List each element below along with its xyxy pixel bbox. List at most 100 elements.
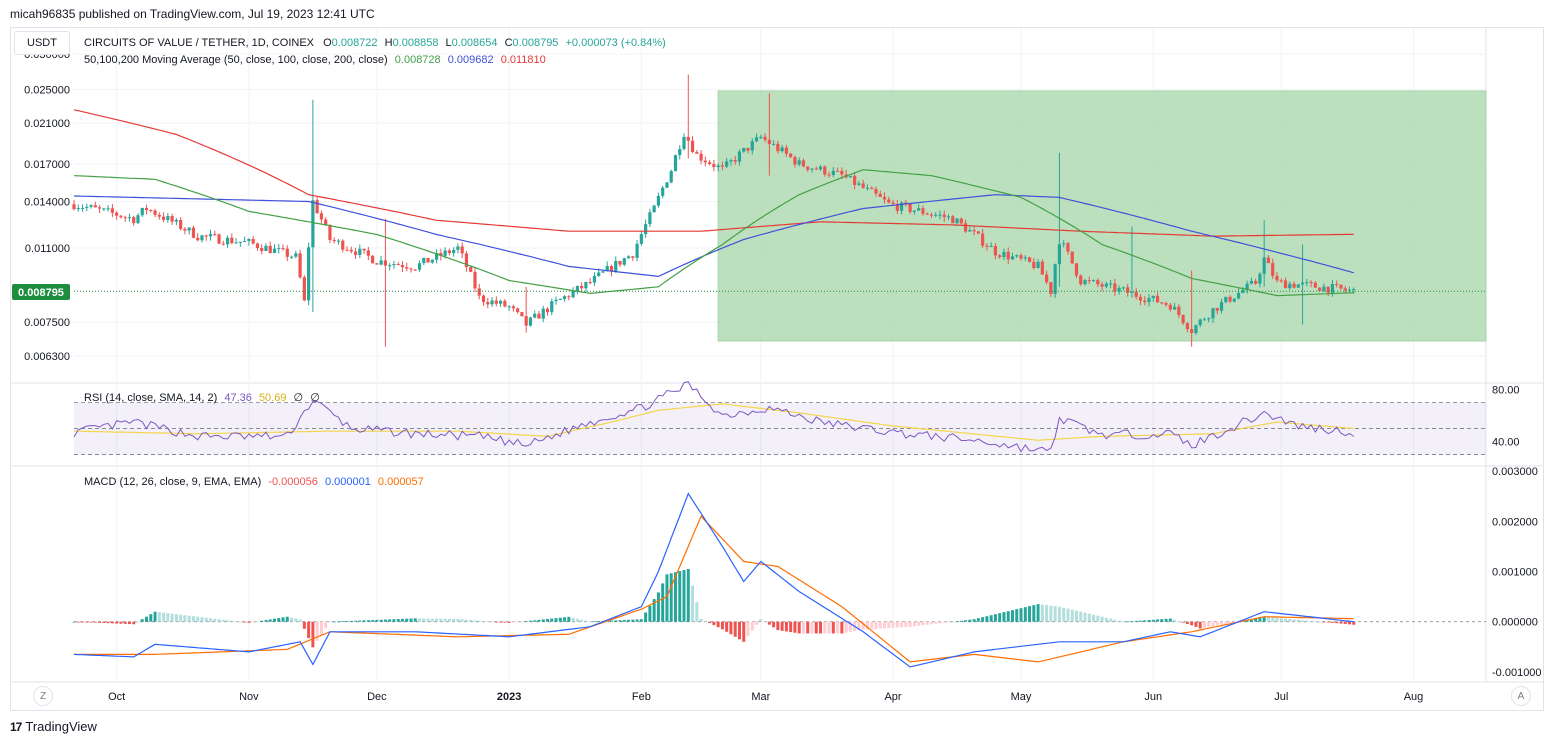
candle-body <box>703 160 707 163</box>
macd-histogram-bar <box>780 621 784 631</box>
macd-histogram-bar <box>452 618 456 622</box>
macd-histogram-bar <box>661 583 665 622</box>
candle-body <box>443 250 447 256</box>
macd-histogram-bar <box>729 621 733 635</box>
macd-histogram-bar <box>865 621 869 630</box>
candle-body <box>759 136 763 138</box>
candle-body <box>161 216 166 220</box>
macd-histogram-bar <box>1330 621 1334 623</box>
candle-body <box>1100 284 1104 287</box>
x-tick-label: Oct <box>108 691 125 703</box>
macd-histogram-bar <box>755 621 759 625</box>
macd-histogram-bar <box>814 621 818 634</box>
candle-body <box>221 243 225 245</box>
candle-body <box>1113 283 1117 292</box>
macd-histogram-bar <box>85 621 89 623</box>
macd-histogram-bar <box>631 619 635 622</box>
candle-body <box>268 245 272 253</box>
macd-histogram-bar <box>1087 613 1091 622</box>
tradingview-brand[interactable]: 17 TradingView <box>10 719 97 734</box>
candle-body <box>1262 257 1266 274</box>
candle-body <box>85 206 89 208</box>
x-tick-label: May <box>1011 691 1032 703</box>
macd-histogram-bar <box>703 620 707 622</box>
macd-histogram-bar <box>819 621 823 634</box>
candle-body <box>1283 280 1288 289</box>
macd-histogram-bar <box>652 599 656 622</box>
candle-body <box>353 251 358 255</box>
candle-body <box>255 243 260 249</box>
candle-body <box>959 218 963 224</box>
x-tick-label: Jul <box>1274 691 1288 703</box>
candle-body <box>848 175 852 178</box>
macd-histogram-bar <box>149 614 153 622</box>
candle-body <box>865 187 870 189</box>
macd-histogram-bar <box>1070 609 1074 622</box>
candle-body <box>814 168 818 170</box>
macd-histogram-bar <box>708 621 712 624</box>
candle-body <box>285 248 289 257</box>
macd-histogram-bar <box>733 621 737 637</box>
macd-histogram-bar <box>1352 621 1356 625</box>
macd-histogram-bar <box>665 574 669 622</box>
macd-histogram-bar <box>592 621 596 623</box>
candle-body <box>72 204 76 210</box>
candle-body <box>754 137 759 142</box>
x-tick-label: Aug <box>1404 691 1424 703</box>
auto-scale-button[interactable]: A <box>1511 686 1531 706</box>
macd-histogram-bar <box>157 612 161 622</box>
candle-body <box>1126 287 1130 293</box>
macd-histogram-bar <box>1156 619 1160 622</box>
candle-body <box>1296 284 1300 288</box>
macd-histogram-bar <box>972 619 976 622</box>
candle-body <box>793 157 797 165</box>
candle-body <box>89 205 93 207</box>
candle-body <box>456 246 460 250</box>
candle-body <box>669 171 673 183</box>
candle-body <box>486 302 490 305</box>
macd-histogram-bar <box>93 621 97 623</box>
candle-body <box>1164 303 1168 305</box>
candle-body <box>315 200 319 214</box>
candle-body <box>1241 290 1245 293</box>
macd-histogram-bar <box>964 620 968 622</box>
macd-histogram-bar <box>861 621 865 630</box>
candle-body <box>183 228 187 231</box>
macd-histogram-bar <box>1296 619 1300 622</box>
macd-histogram-bar <box>221 619 225 622</box>
macd-histogram-bar <box>558 617 562 622</box>
candle-body <box>1339 284 1343 289</box>
candle-body <box>622 258 626 265</box>
candle-body <box>1096 280 1100 285</box>
macd-histogram-bar <box>644 612 648 622</box>
candle-body <box>132 217 136 224</box>
candle-body <box>942 214 946 218</box>
macd-histogram-bar <box>460 619 464 622</box>
macd-histogram-bar <box>341 621 345 623</box>
currency-unit-button[interactable]: USDT <box>14 31 70 55</box>
candle-body <box>921 208 925 214</box>
candle-body <box>430 259 434 263</box>
macd-histogram-bar <box>1100 616 1104 622</box>
macd-line <box>73 492 1354 668</box>
candle-body <box>571 291 575 298</box>
candle-body <box>737 151 742 162</box>
macd-histogram-bar <box>908 621 912 627</box>
candle-body <box>1215 308 1219 311</box>
candle-body <box>946 216 951 218</box>
candle-body <box>1172 306 1177 310</box>
timezone-button[interactable]: Z <box>33 686 53 706</box>
candle-body <box>891 202 895 204</box>
rsi-tick-label: 40.00 <box>1492 437 1520 449</box>
candle-body <box>955 218 959 224</box>
macd-histogram-bar <box>968 619 972 622</box>
candle-body <box>989 246 993 248</box>
x-tick-label: Nov <box>239 691 259 703</box>
candle-body <box>1279 280 1283 282</box>
macd-histogram-bar <box>1292 619 1296 622</box>
macd-histogram-bar <box>319 621 323 635</box>
macd-histogram-bar <box>119 621 123 624</box>
candle-body <box>80 207 85 209</box>
candle-body <box>405 267 409 269</box>
